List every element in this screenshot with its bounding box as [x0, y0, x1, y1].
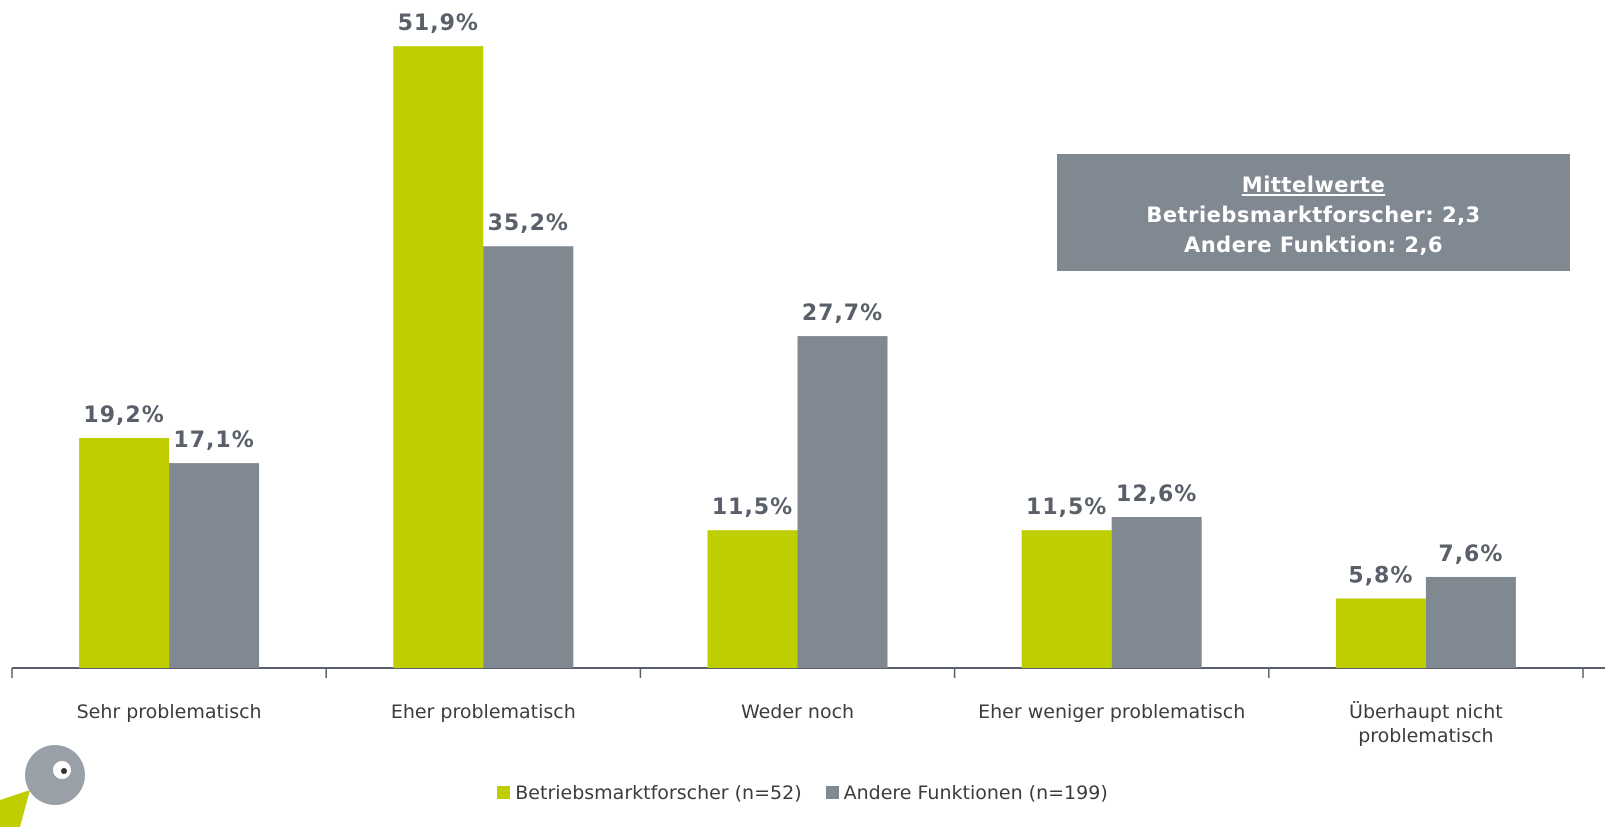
bar — [483, 246, 574, 669]
value-label: 11,5% — [1026, 495, 1107, 520]
x-tick-label: Sehr problematisch — [76, 701, 262, 723]
legend-item: Betriebsmarktforscher (n=52) — [497, 782, 802, 804]
legend: Betriebsmarktforscher (n=52) Andere Funkt… — [0, 782, 1605, 804]
annotation-line: Andere Funktion: 2,6 — [1183, 233, 1444, 257]
bar — [393, 46, 484, 669]
value-label: 5,8% — [1348, 564, 1413, 589]
annotation-box: Mittelwerte Betriebsmarktforscher: 2,3 A… — [1057, 154, 1570, 271]
annotation-line: Betriebsmarktforscher: 2,3 — [1146, 203, 1481, 227]
annotation-title: Mittelwerte — [1241, 173, 1386, 197]
legend-swatch — [497, 786, 511, 799]
bar — [169, 463, 260, 668]
value-label: 17,1% — [173, 428, 254, 453]
x-tick-label: Eher weniger problematisch — [978, 701, 1246, 723]
value-label: 51,9% — [398, 11, 479, 36]
bar — [797, 336, 888, 668]
x-tick-label: Überhaupt nicht problematisch — [1349, 701, 1503, 747]
bar — [707, 530, 798, 668]
value-label: 27,7% — [802, 301, 883, 326]
bar — [1021, 530, 1112, 668]
bar — [1335, 598, 1426, 668]
bar — [1111, 517, 1202, 668]
legend-item: Andere Funktionen (n=199) — [825, 782, 1108, 804]
value-label: 11,5% — [712, 495, 793, 520]
bar — [1425, 576, 1516, 668]
bar — [79, 437, 170, 668]
value-label: 19,2% — [83, 403, 164, 428]
legend-swatch — [825, 786, 839, 799]
legend-label: Betriebsmarktforscher (n=52) — [515, 782, 802, 804]
legend-label: Andere Funktionen (n=199) — [843, 782, 1108, 804]
value-label: 12,6% — [1116, 482, 1197, 507]
value-label: 7,6% — [1438, 542, 1503, 567]
x-tick-label: Eher problematisch — [390, 701, 576, 723]
value-label: 35,2% — [488, 211, 569, 236]
x-tick-label: Weder noch — [740, 701, 855, 723]
mascot — [0, 745, 85, 827]
